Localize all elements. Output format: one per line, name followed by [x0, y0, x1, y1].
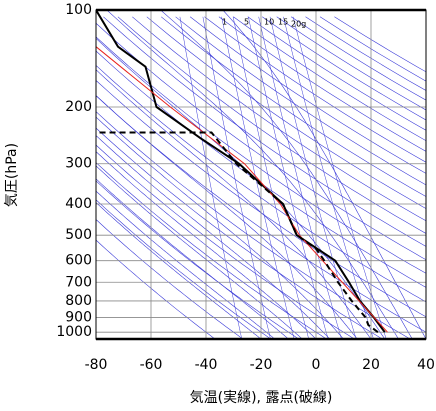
reference-line: [96, 190, 275, 339]
reference-line: [175, 16, 426, 186]
profile-line: [96, 10, 386, 333]
reference-line: [204, 16, 426, 163]
x-tick-label: -40: [195, 357, 218, 373]
annotation: 20g: [291, 20, 306, 29]
reference-line: [269, 16, 357, 339]
annotation: 10: [264, 18, 274, 27]
x-tick-label: 20: [362, 357, 380, 373]
y-tick-label: 500: [65, 227, 92, 243]
x-tick-label: -80: [85, 357, 108, 373]
y-tick-label: 900: [65, 309, 92, 325]
annotation: 5: [244, 18, 249, 27]
reference-line: [96, 64, 426, 303]
y-tick-label: 800: [65, 293, 92, 309]
profile-line: [98, 131, 379, 333]
x-tick-label: -60: [140, 357, 163, 373]
reference-line: [161, 16, 426, 197]
reference-line: [132, 16, 426, 222]
reference-line: [218, 16, 426, 152]
reference-line: [146, 16, 426, 209]
reference-line: [96, 116, 344, 339]
reference-line: [96, 199, 271, 339]
reference-line: [189, 16, 426, 174]
reference-line: [202, 16, 271, 339]
reference-line: [283, 16, 374, 339]
x-axis-label: 気温(実線), 露点(破線): [190, 390, 333, 406]
y-tick-label: 300: [65, 156, 92, 172]
reference-line: [96, 95, 358, 339]
x-tick-label: 0: [312, 357, 321, 373]
reference-line: [96, 80, 426, 318]
y-tick-label: 600: [65, 253, 92, 269]
annotation: 15: [278, 18, 288, 27]
reference-line: [96, 50, 426, 288]
reference-line: [96, 36, 426, 274]
reference-line: [96, 239, 216, 339]
y-tick-label: 100: [65, 2, 92, 18]
reference-line: [96, 135, 331, 339]
x-tick-label: -20: [250, 357, 273, 373]
plot-area: [96, 10, 426, 339]
reference-line: [96, 144, 355, 339]
reference-line: [103, 16, 426, 247]
reference-line: [262, 16, 426, 121]
reference-line: [221, 16, 295, 339]
reference-line: [96, 69, 372, 339]
reference-line: [106, 10, 399, 339]
reference-line: [319, 16, 426, 82]
reference-line: [96, 151, 317, 339]
x-tick-label: 40: [417, 357, 435, 373]
reference-line: [96, 37, 386, 339]
reference-line: [96, 165, 303, 339]
reference-line: [96, 202, 262, 339]
reference-line: [96, 22, 426, 261]
reference-line: [96, 219, 244, 339]
profile-line: [96, 46, 388, 333]
y-tick-label: 400: [65, 196, 92, 212]
y-tick-label: 700: [65, 274, 92, 290]
reference-line: [222, 10, 426, 339]
y-tick-label: 1000: [56, 324, 92, 340]
y-tick-label: 200: [65, 99, 92, 115]
y-axis-label: 気圧(hPa): [4, 143, 20, 207]
reference-line: [96, 162, 327, 339]
reference-line: [96, 127, 383, 339]
reference-line: [179, 16, 243, 339]
reference-line: [117, 16, 426, 234]
reference-line: [292, 16, 387, 339]
annotation: 1: [222, 18, 227, 27]
reference-line: [248, 16, 329, 339]
